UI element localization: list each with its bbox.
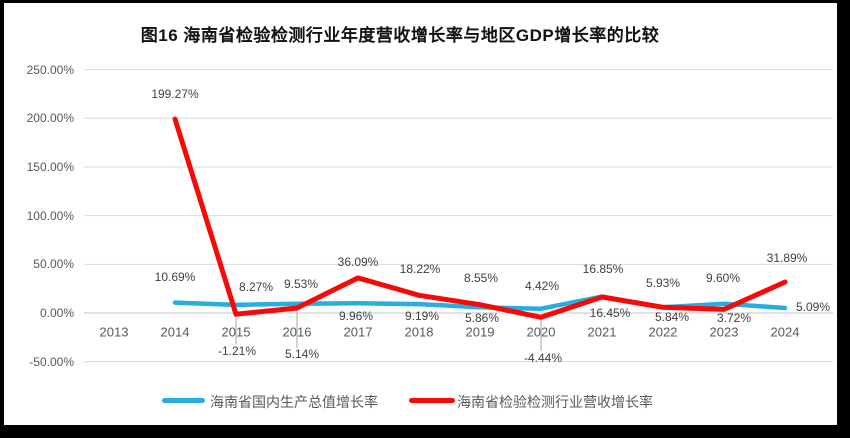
data-label: 9.96% (338, 309, 374, 324)
data-label: 9.19% (404, 309, 440, 324)
data-label: 5.09% (795, 300, 831, 315)
data-label: 16.45% (589, 305, 631, 320)
x-axis-tick-label: 2024 (770, 324, 800, 340)
x-axis-tick-label: 2013 (99, 324, 129, 340)
data-label: 5.84% (654, 310, 690, 325)
data-label: 3.72% (716, 311, 752, 326)
data-label: 5.86% (464, 311, 500, 326)
chart-panel (4, 3, 837, 425)
x-axis-tick-label: 2019 (465, 324, 495, 340)
y-axis-tick-label: 100.00% (26, 208, 74, 223)
data-label: 8.27% (238, 279, 274, 294)
y-axis-tick-label: 200.00% (26, 111, 74, 126)
data-label: 10.69% (154, 269, 196, 284)
x-axis-tick-label: 2018 (404, 324, 434, 340)
legend-gdp-label: 海南省国内生产总值增长率 (210, 394, 378, 410)
chart-title: 图16 海南省检验检测行业年度营收增长率与地区GDP增长率的比较 (140, 26, 660, 45)
x-axis-tick-label: 2023 (709, 324, 739, 340)
x-axis-tick-label: 2020 (526, 324, 556, 340)
data-label: 5.93% (645, 276, 681, 291)
x-axis-tick-label: 2017 (343, 324, 373, 340)
x-axis-tick-label: 2021 (587, 324, 617, 340)
data-label: -4.44% (523, 351, 563, 366)
legend-gdp-line-swatch (162, 398, 205, 403)
data-label: 9.60% (705, 270, 741, 285)
data-label: 31.89% (766, 250, 808, 265)
data-label: 199.27% (151, 86, 199, 101)
x-axis-tick-label: 2014 (160, 324, 190, 340)
y-axis-tick-label: -50.00% (29, 354, 74, 369)
data-label: 4.42% (524, 278, 560, 293)
y-axis-tick-label: 250.00% (26, 62, 74, 77)
x-axis-tick-label: 2022 (648, 324, 678, 340)
data-label: 36.09% (337, 254, 379, 269)
revenue-growth-line (172, 116, 788, 320)
legend-revenue-line-swatch (409, 398, 455, 403)
data-label: 16.85% (582, 261, 624, 276)
x-axis-tick-label: 2016 (282, 324, 312, 340)
data-label: 8.55% (463, 270, 499, 285)
data-label: 9.53% (283, 276, 319, 291)
x-axis-tick-label: 2015 (221, 324, 251, 340)
y-axis-tick-label: 150.00% (26, 159, 74, 174)
y-axis-tick-label: 50.00% (33, 257, 74, 272)
data-label: -1.21% (217, 344, 257, 359)
data-label: 5.14% (284, 346, 320, 361)
y-axis-tick-label: 0.00% (39, 306, 74, 320)
data-label: 18.22% (399, 262, 441, 277)
legend-revenue-label: 海南省检验检测行业营收增长率 (457, 394, 653, 410)
